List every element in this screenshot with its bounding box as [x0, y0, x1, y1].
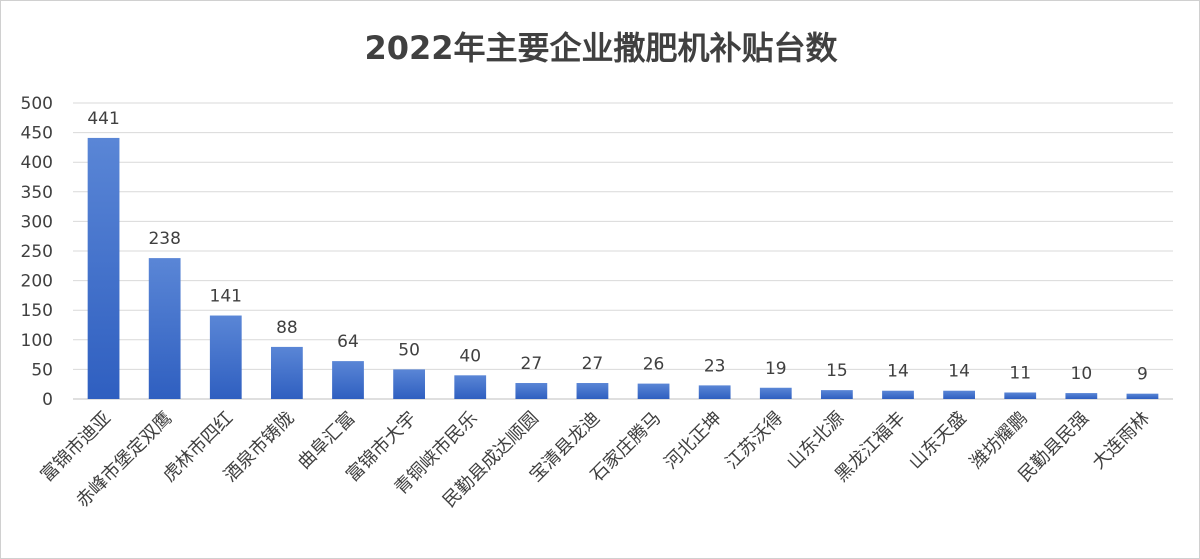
data-label: 27: [582, 354, 604, 374]
data-label: 23: [704, 356, 726, 376]
data-label: 40: [459, 346, 481, 366]
y-tick-label: 200: [21, 272, 53, 292]
bar: [943, 390, 975, 399]
data-label: 19: [765, 359, 787, 379]
data-label: 441: [87, 109, 119, 129]
data-label: 238: [148, 229, 180, 249]
bar: [87, 137, 120, 400]
data-label: 15: [826, 361, 848, 381]
bar: [515, 383, 548, 399]
y-tick-label: 350: [21, 183, 53, 203]
data-label: 10: [1071, 364, 1093, 384]
data-label: 14: [887, 362, 909, 382]
data-label: 50: [398, 340, 420, 360]
bar: [1065, 393, 1098, 399]
y-tick-label: 150: [21, 301, 53, 321]
y-tick-label: 400: [21, 153, 53, 173]
y-axis-tick-labels: 0 50 100 150 200 250 300 350 400 450 500: [21, 94, 53, 410]
bar: [332, 361, 364, 399]
data-label: 26: [643, 355, 665, 375]
gridlines: [73, 102, 1173, 400]
bar: [393, 369, 425, 399]
data-labels: 441 238 141 88 64 50 40 27 27 26 23 19 15 14 14 11 10 9: [87, 109, 1148, 385]
data-label: 9: [1137, 365, 1148, 385]
bar: [882, 390, 914, 399]
bar: [454, 375, 487, 399]
category-labels: 富锦市迪亚赤峰市堡定双鹰虎林市四红酒泉市铸陇曲阜汇富富锦市大宇青铜峡市民乐民勤县…: [37, 408, 1154, 512]
bar: [209, 315, 242, 399]
y-tick-label: 250: [21, 242, 53, 262]
category-label: 河北正坤: [660, 408, 726, 474]
y-tick-label: 500: [21, 94, 53, 114]
bar: [1126, 393, 1159, 399]
chart-title: 2022年主要企业撒肥机补贴台数: [364, 29, 838, 67]
bar: [821, 390, 853, 399]
bar: [759, 387, 792, 399]
y-tick-label: 50: [31, 360, 53, 380]
data-label: 141: [210, 287, 242, 307]
y-tick-label: 100: [21, 331, 53, 351]
bar: [698, 385, 731, 399]
y-tick-label: 450: [21, 124, 53, 144]
bar: [576, 383, 609, 399]
bar: [1004, 392, 1037, 399]
bar: [637, 383, 670, 399]
category-label: 江苏沃得: [722, 408, 788, 474]
bar: [271, 346, 303, 399]
data-label: 88: [276, 318, 298, 338]
y-tick-label: 0: [42, 390, 53, 410]
data-label: 64: [337, 332, 359, 352]
category-label: 大连雨林: [1088, 408, 1154, 474]
bars: [87, 137, 1159, 400]
data-label: 27: [521, 354, 543, 374]
category-label: 山东天盛: [905, 408, 971, 474]
data-label: 11: [1009, 363, 1031, 383]
y-tick-label: 300: [21, 212, 53, 232]
bar: [148, 258, 181, 399]
data-label: 14: [948, 362, 970, 382]
